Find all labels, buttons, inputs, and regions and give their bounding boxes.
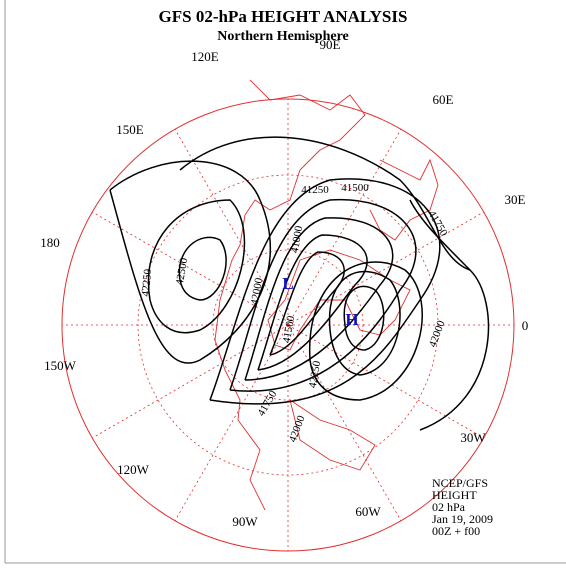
contour-label: 42000 xyxy=(427,319,448,349)
longitude-label: 60W xyxy=(355,504,381,519)
contour xyxy=(178,236,227,301)
longitude-label: 60E xyxy=(433,92,454,107)
longitude-label: 0 xyxy=(522,318,529,333)
high-center: H xyxy=(345,310,358,329)
info-line: HEIGHT xyxy=(432,488,477,502)
contour xyxy=(257,234,368,371)
contour-label: 42500 xyxy=(174,256,191,286)
subtitle: Northern Hemisphere xyxy=(217,29,349,44)
coastlines xyxy=(214,79,439,511)
contour xyxy=(409,199,490,431)
coast xyxy=(369,158,439,241)
contour-label: 42000 xyxy=(287,414,308,444)
info-line: NCEP/GFS xyxy=(432,476,488,490)
low-center: L xyxy=(282,274,293,293)
longitude-label: 180 xyxy=(40,235,60,250)
contour-label: 42250 xyxy=(307,359,324,389)
longitude-label: 90E xyxy=(320,37,341,52)
coast xyxy=(214,79,366,511)
contour-label: 41750 xyxy=(426,209,450,239)
contour xyxy=(147,199,246,334)
contour-label: 41500 xyxy=(341,182,369,194)
info-line: 02 hPa xyxy=(432,500,466,514)
longitude-label: 120W xyxy=(117,462,150,477)
contour xyxy=(209,178,441,405)
title: GFS 02-hPa HEIGHT ANALYSIS xyxy=(159,7,408,26)
contour xyxy=(343,285,385,351)
labels: GFS 02-hPa HEIGHT ANALYSIS Northern Hemis… xyxy=(40,7,528,538)
longitude-label: 120E xyxy=(191,49,219,64)
contour xyxy=(229,198,417,392)
contour-label: 41000 xyxy=(289,224,306,254)
info-line: 00Z + f00 xyxy=(432,524,480,538)
contour xyxy=(309,261,423,401)
info-line: Jan 19, 2009 xyxy=(432,512,493,526)
contour-label: 42250 xyxy=(140,268,154,297)
contour xyxy=(244,217,394,381)
longitude-label: 90W xyxy=(232,514,258,529)
contours xyxy=(109,136,490,431)
meridian xyxy=(92,324,289,439)
longitude-label: 30E xyxy=(505,192,526,207)
graticule xyxy=(61,98,515,552)
contour-label: 41250 xyxy=(301,184,329,196)
longitude-label: 150E xyxy=(116,122,144,137)
longitude-label: 150W xyxy=(44,358,77,373)
contour xyxy=(328,270,401,376)
contour xyxy=(179,136,471,271)
longitude-label: 30W xyxy=(460,430,486,445)
meridian xyxy=(92,211,289,326)
coast xyxy=(267,249,411,351)
contour-label: 41500 xyxy=(281,314,298,344)
contour xyxy=(269,251,345,356)
contour-label: 42000 xyxy=(249,276,266,306)
coast xyxy=(289,398,376,471)
